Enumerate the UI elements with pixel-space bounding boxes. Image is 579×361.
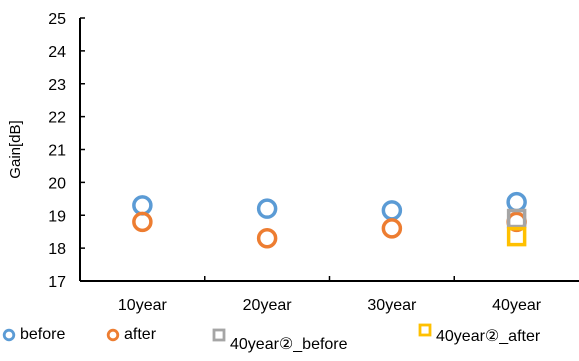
x-tick-label: 40year xyxy=(492,297,542,314)
legend-label: 40year②_before xyxy=(230,336,348,353)
y-tick-label: 20 xyxy=(48,175,66,192)
circle-marker-icon xyxy=(2,328,16,342)
x-tick-label: 30year xyxy=(367,297,417,314)
y-axis-ticks: 17 18 19 20 21 22 23 24 25 xyxy=(48,11,85,291)
data-points xyxy=(132,191,527,249)
legend-item: before xyxy=(2,326,65,344)
legend-item: after xyxy=(106,326,156,344)
legend-item: 40year②_before xyxy=(212,328,348,354)
data-point-before xyxy=(256,198,278,219)
y-tick-label: 19 xyxy=(48,208,66,225)
square-marker-icon xyxy=(212,328,226,342)
square-marker-icon xyxy=(418,323,432,337)
y-tick-label: 18 xyxy=(48,241,66,258)
data-point-before xyxy=(132,195,153,216)
y-tick-label: 25 xyxy=(48,11,66,28)
y-tick-label: 24 xyxy=(48,44,66,61)
x-axis-ticks: 10year 20year 30year 40year xyxy=(118,276,542,314)
x-tick-label: 20year xyxy=(243,297,293,314)
data-point-after xyxy=(381,218,403,239)
legend-item: 40year②_after xyxy=(418,323,541,346)
data-point-40year-after xyxy=(506,226,527,247)
data-point-before xyxy=(381,200,403,221)
y-axis-label: Gain[dB] xyxy=(7,120,24,178)
legend: before after 40year②_before 40year②_after xyxy=(0,323,579,356)
legend-label: before xyxy=(20,326,66,343)
y-tick-label: 21 xyxy=(48,143,66,160)
circle-marker-icon xyxy=(106,328,120,342)
data-point-after xyxy=(132,211,153,233)
y-tick-label: 17 xyxy=(48,274,66,291)
data-point-after xyxy=(256,228,278,249)
legend-label: after xyxy=(124,326,157,343)
x-tick-label: 10year xyxy=(118,297,168,314)
legend-label: 40year②_after xyxy=(436,328,541,345)
y-tick-label: 22 xyxy=(48,110,66,127)
data-point-40year-before xyxy=(506,208,527,229)
data-point-before xyxy=(506,191,527,213)
y-tick-label: 23 xyxy=(48,77,66,94)
